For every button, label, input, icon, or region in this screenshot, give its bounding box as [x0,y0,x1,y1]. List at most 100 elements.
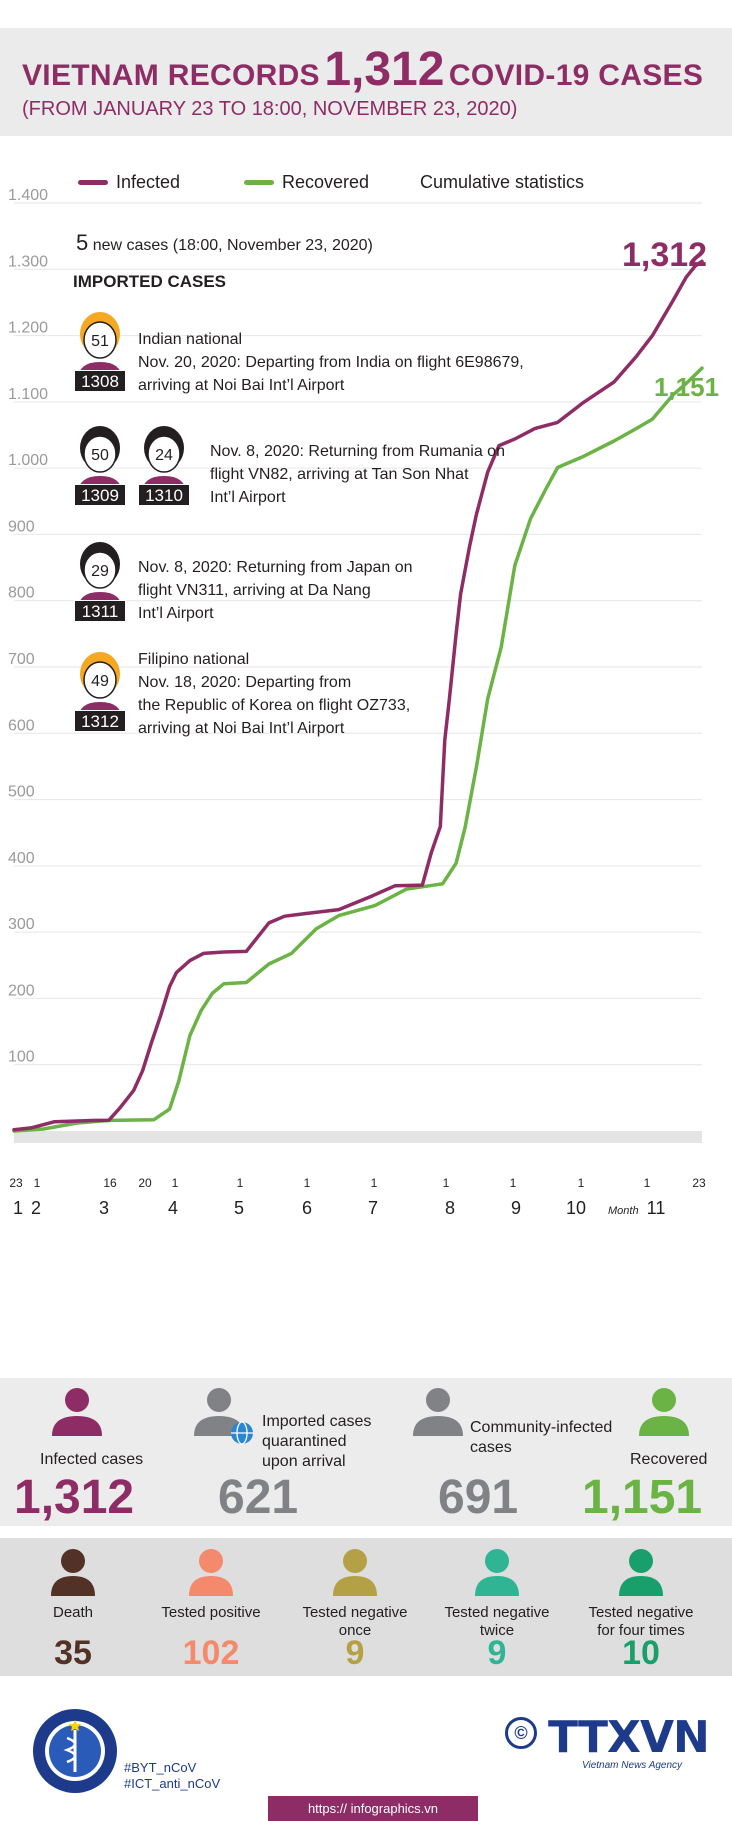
detail-stat-label: Tested negative once [285,1604,425,1640]
case-text-line: arriving at Noi Bai Int’l Airport [138,377,345,394]
stat-label-line: quarantined [262,1433,347,1450]
detail-stat-value: 102 [182,1634,240,1672]
detail-stats-band: Death 35 Tested positive 102 Tested negative… [0,1538,732,1676]
x-month-tick-label: 3 [99,1198,109,1218]
y-tick-label: 1.400 [8,187,48,204]
title-number: 1,312 [324,43,445,96]
title-suffix: COVID-19 CASES [448,59,704,92]
x-day-tick-label: 1 [510,1176,517,1190]
person-icon-head [485,1549,509,1573]
person-icon-body [333,1576,377,1596]
detail-stat-label-line: Death [52,1604,94,1621]
legend-note: Cumulative statistics [420,172,584,193]
title-prefix: VIETNAM RECORDS [22,59,320,92]
agency-subtitle: Vietnam News Agency [582,1760,683,1771]
case-id-badge: 1312 [74,710,126,732]
copyright-icon: © [505,1717,537,1749]
case-id-badge: 1311 [74,600,126,622]
person-icon [333,1549,377,1596]
detail-stat-label-line: Tested negative [588,1604,694,1621]
person-icon-body [51,1576,95,1596]
ttxvn-logo: TTXVN [548,1712,710,1763]
case-text-line: Nov. 8, 2020: Returning from Japan on [138,559,413,576]
case-text-line: arriving at Noi Bai Int’l Airport [138,720,345,737]
person-icon-head [61,1549,85,1573]
footer-url-link[interactable]: https:// infographics.vn [268,1796,478,1821]
stat-value-infected: 1,312 [14,1471,135,1524]
case-1308-text: Indian national Nov. 20, 2020: Departing… [138,328,524,397]
y-tick-label: 800 [8,585,35,602]
x-month-tick-label: 4 [168,1198,178,1218]
series-line-recovered [12,366,704,1133]
x-day-tick-label: 1 [371,1176,378,1190]
detail-stat-label-line: once [338,1622,372,1639]
case-text-line: Nov. 8, 2020: Returning from Rumania on [210,443,505,460]
x-month-word: Month [608,1205,639,1217]
y-tick-label: 500 [8,784,35,801]
case-avatar: 49 1312 [74,650,126,732]
legend-item-recovered: Recovered [244,172,369,193]
person-icon-head [199,1549,223,1573]
avatar-age: 49 [91,673,109,690]
detail-stat-label: Tested negative twice [427,1604,567,1640]
person-icon-head [629,1549,653,1573]
y-tick-label: 700 [8,651,35,668]
detail-stat-label-line: twice [479,1622,515,1639]
case-avatar: 24 1310 [138,424,190,506]
avatar-face [83,661,117,699]
stat-label-line: cases [470,1439,512,1456]
x-month-tick-label: 6 [302,1198,312,1218]
detail-stat-label: Death [3,1604,143,1622]
case-1309-1310-text: Nov. 8, 2020: Returning from Rumania on … [210,440,505,509]
avatar-face [83,435,117,473]
person-icon-body [189,1576,233,1596]
x-day-tick-label: 1 [578,1176,585,1190]
x-day-tick-label: 1 [172,1176,179,1190]
chart-series [12,259,704,1133]
case-text-line: the Republic of Korea on flight OZ733, [138,697,411,714]
case-text-line: Indian national [138,331,243,348]
x-day-tick-label: 1 [237,1176,244,1190]
case-id-badge: 1310 [138,484,190,506]
case-id-badge: 1308 [74,370,126,392]
main-stats-band: Infected cases 1,312 Imported cases quar… [0,1378,732,1526]
case-text-line: Filipino national [138,651,250,668]
avatar-face [147,435,181,473]
x-day-tick-label: 1 [644,1176,651,1190]
new-cases-count: 5 [76,230,89,255]
x-month-tick-label: 9 [511,1198,521,1218]
y-tick-label: 1.100 [8,386,48,403]
stat-value-imported: 621 [218,1471,299,1524]
x-month-tick-label: 1 [13,1198,23,1218]
new-cases-note: 5 new cases (18:00, November 23, 2020) [76,230,373,256]
case-avatar: 50 1309 [74,424,126,506]
stat-value-recovered: 1,151 [582,1471,703,1524]
case-text-line: Nov. 20, 2020: Departing from India on f… [138,354,524,371]
community-person-icon [413,1388,463,1436]
stat-label-imported: Imported cases quarantined upon arrival [262,1412,371,1472]
hashtag-byt: #BYT_nCoV [124,1760,197,1775]
case-avatar: 29 1311 [74,540,126,622]
x-day-tick-label: 23 [9,1176,23,1190]
infected-person-icon [52,1388,102,1436]
stat-label-line: upon arrival [262,1453,346,1470]
detail-stat-label-line: Tested negative [444,1604,550,1621]
y-tick-label: 1.200 [8,320,48,337]
avatar-age: 51 [91,333,109,350]
x-month-tick-label: 5 [234,1198,244,1218]
x-month-tick-label: 10 [566,1198,586,1218]
person-icon-body [475,1576,519,1596]
y-axis-ticks: 1.400 1.300 1.200 1.100 1.000 900 800 700 600 500… [8,187,48,1066]
detail-stat-value: 35 [54,1634,92,1672]
case-text-line: flight VN82, arriving at Tan Son Nhat [210,466,469,483]
x-day-tick-label: 1 [443,1176,450,1190]
detail-stat-value: 10 [622,1634,660,1672]
case-text-line: Nov. 18, 2020: Departing from [138,674,352,691]
stat-value-community: 691 [438,1471,519,1524]
y-tick-label: 100 [8,1049,35,1066]
stat-label-line: Community-infected [470,1419,613,1436]
y-tick-label: 1.000 [8,452,48,469]
x-day-tick-label: 20 [138,1176,152,1190]
detail-stat-label-line: Tested negative [302,1604,408,1621]
